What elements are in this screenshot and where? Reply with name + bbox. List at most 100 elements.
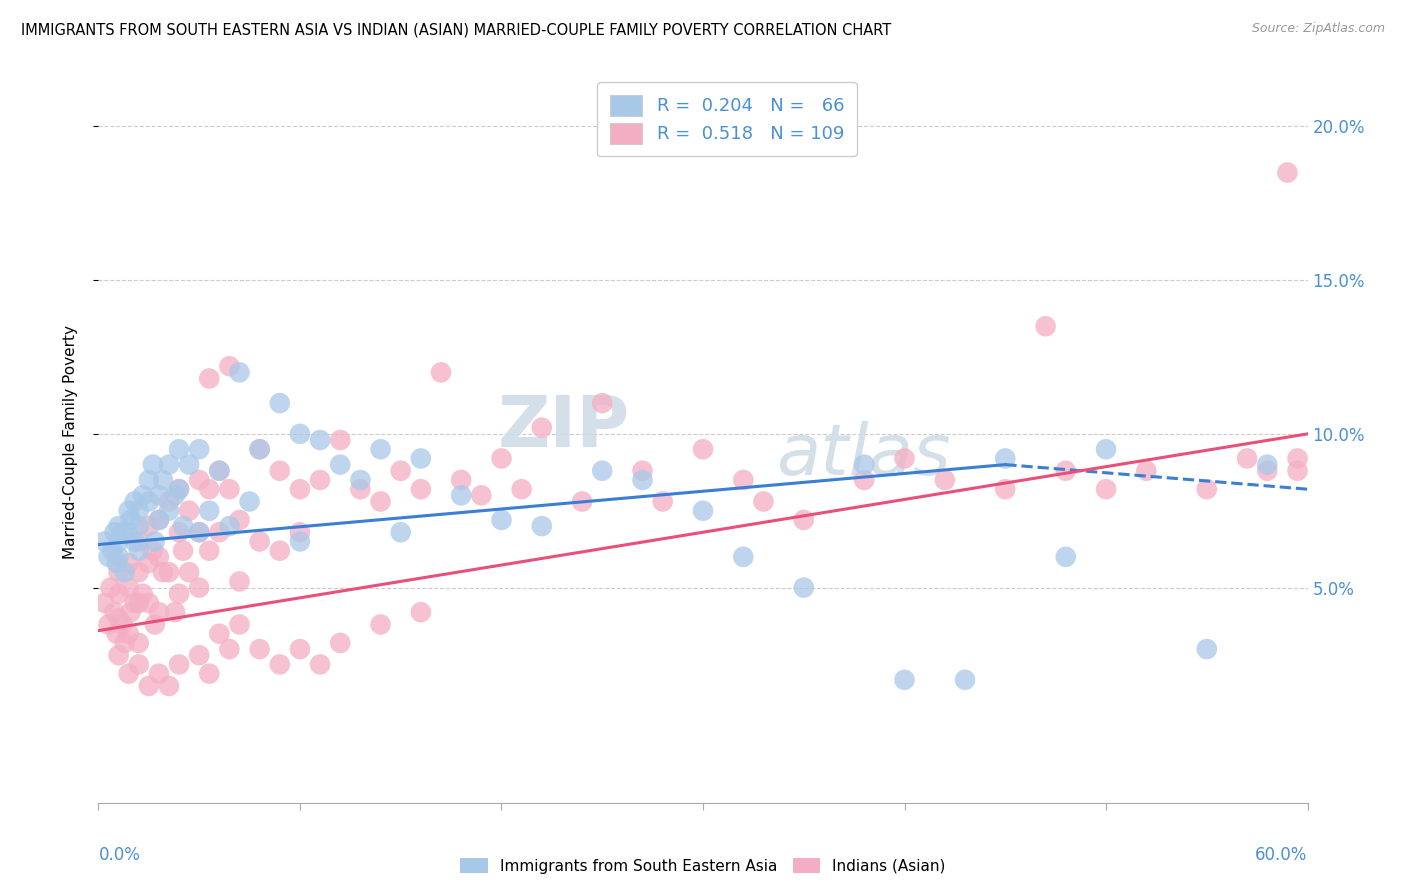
Text: 60.0%: 60.0% (1256, 847, 1308, 864)
Point (124, 596, 146, 610)
Point (591, 396, 613, 410)
Point (692, 504, 714, 518)
Point (138, 596, 160, 610)
Point (309, 433, 332, 447)
Point (128, 636, 150, 650)
Point (288, 642, 311, 657)
Point (188, 525, 211, 540)
Point (793, 513, 815, 527)
Point (163, 488, 186, 502)
Point (1054, 549, 1077, 564)
Point (631, 473, 654, 487)
Point (208, 464, 231, 478)
Point (228, 513, 250, 527)
Point (128, 565, 150, 579)
Text: 0.0%: 0.0% (98, 847, 141, 864)
Point (389, 464, 412, 478)
Point (118, 504, 141, 518)
Point (157, 458, 180, 472)
Point (249, 442, 271, 457)
Point (208, 525, 231, 540)
Point (120, 513, 142, 527)
Point (138, 519, 160, 533)
Point (1286, 464, 1309, 478)
Point (893, 451, 915, 466)
Point (148, 513, 170, 527)
Point (1256, 464, 1278, 478)
Point (93, 534, 115, 549)
Point (132, 587, 155, 601)
Point (107, 519, 129, 533)
Point (152, 565, 174, 579)
Point (893, 673, 915, 687)
Point (491, 451, 513, 466)
Point (994, 451, 1017, 466)
Point (124, 534, 146, 549)
Point (167, 587, 190, 601)
Point (651, 494, 673, 508)
Point (128, 534, 150, 549)
Point (329, 458, 352, 472)
Point (288, 525, 311, 540)
Point (143, 534, 166, 549)
Point (249, 642, 271, 657)
Point (269, 396, 291, 410)
Point (228, 365, 250, 379)
Point (1195, 642, 1218, 657)
Point (953, 673, 976, 687)
Point (288, 482, 311, 496)
Legend: R =  0.204   N =   66, R =  0.518   N = 109: R = 0.204 N = 66, R = 0.518 N = 109 (598, 82, 858, 156)
Text: Source: ZipAtlas.com: Source: ZipAtlas.com (1251, 22, 1385, 36)
Point (329, 433, 352, 447)
Point (370, 442, 392, 457)
Point (179, 565, 201, 579)
Point (1035, 319, 1057, 334)
Point (188, 442, 211, 457)
Point (97, 549, 120, 564)
Point (179, 458, 201, 472)
Point (188, 473, 211, 487)
Text: IMMIGRANTS FROM SOUTH EASTERN ASIA VS INDIAN (ASIAN) MARRIED-COUPLE FAMILY POVER: IMMIGRANTS FROM SOUTH EASTERN ASIA VS IN… (21, 22, 891, 37)
Point (128, 519, 150, 533)
Point (157, 494, 180, 508)
Point (1095, 442, 1118, 457)
Point (107, 534, 129, 549)
Point (97, 617, 120, 632)
Point (228, 574, 250, 589)
Point (370, 494, 392, 508)
Point (138, 473, 160, 487)
Point (752, 494, 775, 508)
Point (167, 525, 190, 540)
Point (430, 365, 453, 379)
Point (218, 519, 240, 533)
Point (152, 473, 174, 487)
Point (118, 525, 141, 540)
Point (103, 605, 125, 619)
Point (128, 657, 150, 672)
Point (853, 458, 876, 472)
Point (571, 494, 593, 508)
Point (530, 519, 553, 533)
Point (198, 666, 221, 681)
Point (148, 488, 170, 502)
Point (409, 451, 432, 466)
Point (167, 442, 190, 457)
Point (118, 666, 141, 681)
Point (143, 617, 166, 632)
Y-axis label: Married-Couple Family Poverty: Married-Couple Family Poverty (63, 325, 77, 558)
Point (450, 473, 472, 487)
Point (470, 488, 492, 502)
Point (157, 565, 180, 579)
Point (105, 626, 128, 640)
Point (349, 473, 371, 487)
Point (228, 617, 250, 632)
Point (218, 359, 240, 374)
Point (591, 464, 613, 478)
Point (118, 626, 141, 640)
Point (249, 442, 271, 457)
Point (188, 581, 211, 595)
Legend: Immigrants from South Eastern Asia, Indians (Asian): Immigrants from South Eastern Asia, Indi… (454, 852, 952, 880)
Point (208, 464, 231, 478)
Point (120, 605, 142, 619)
Point (118, 581, 141, 595)
